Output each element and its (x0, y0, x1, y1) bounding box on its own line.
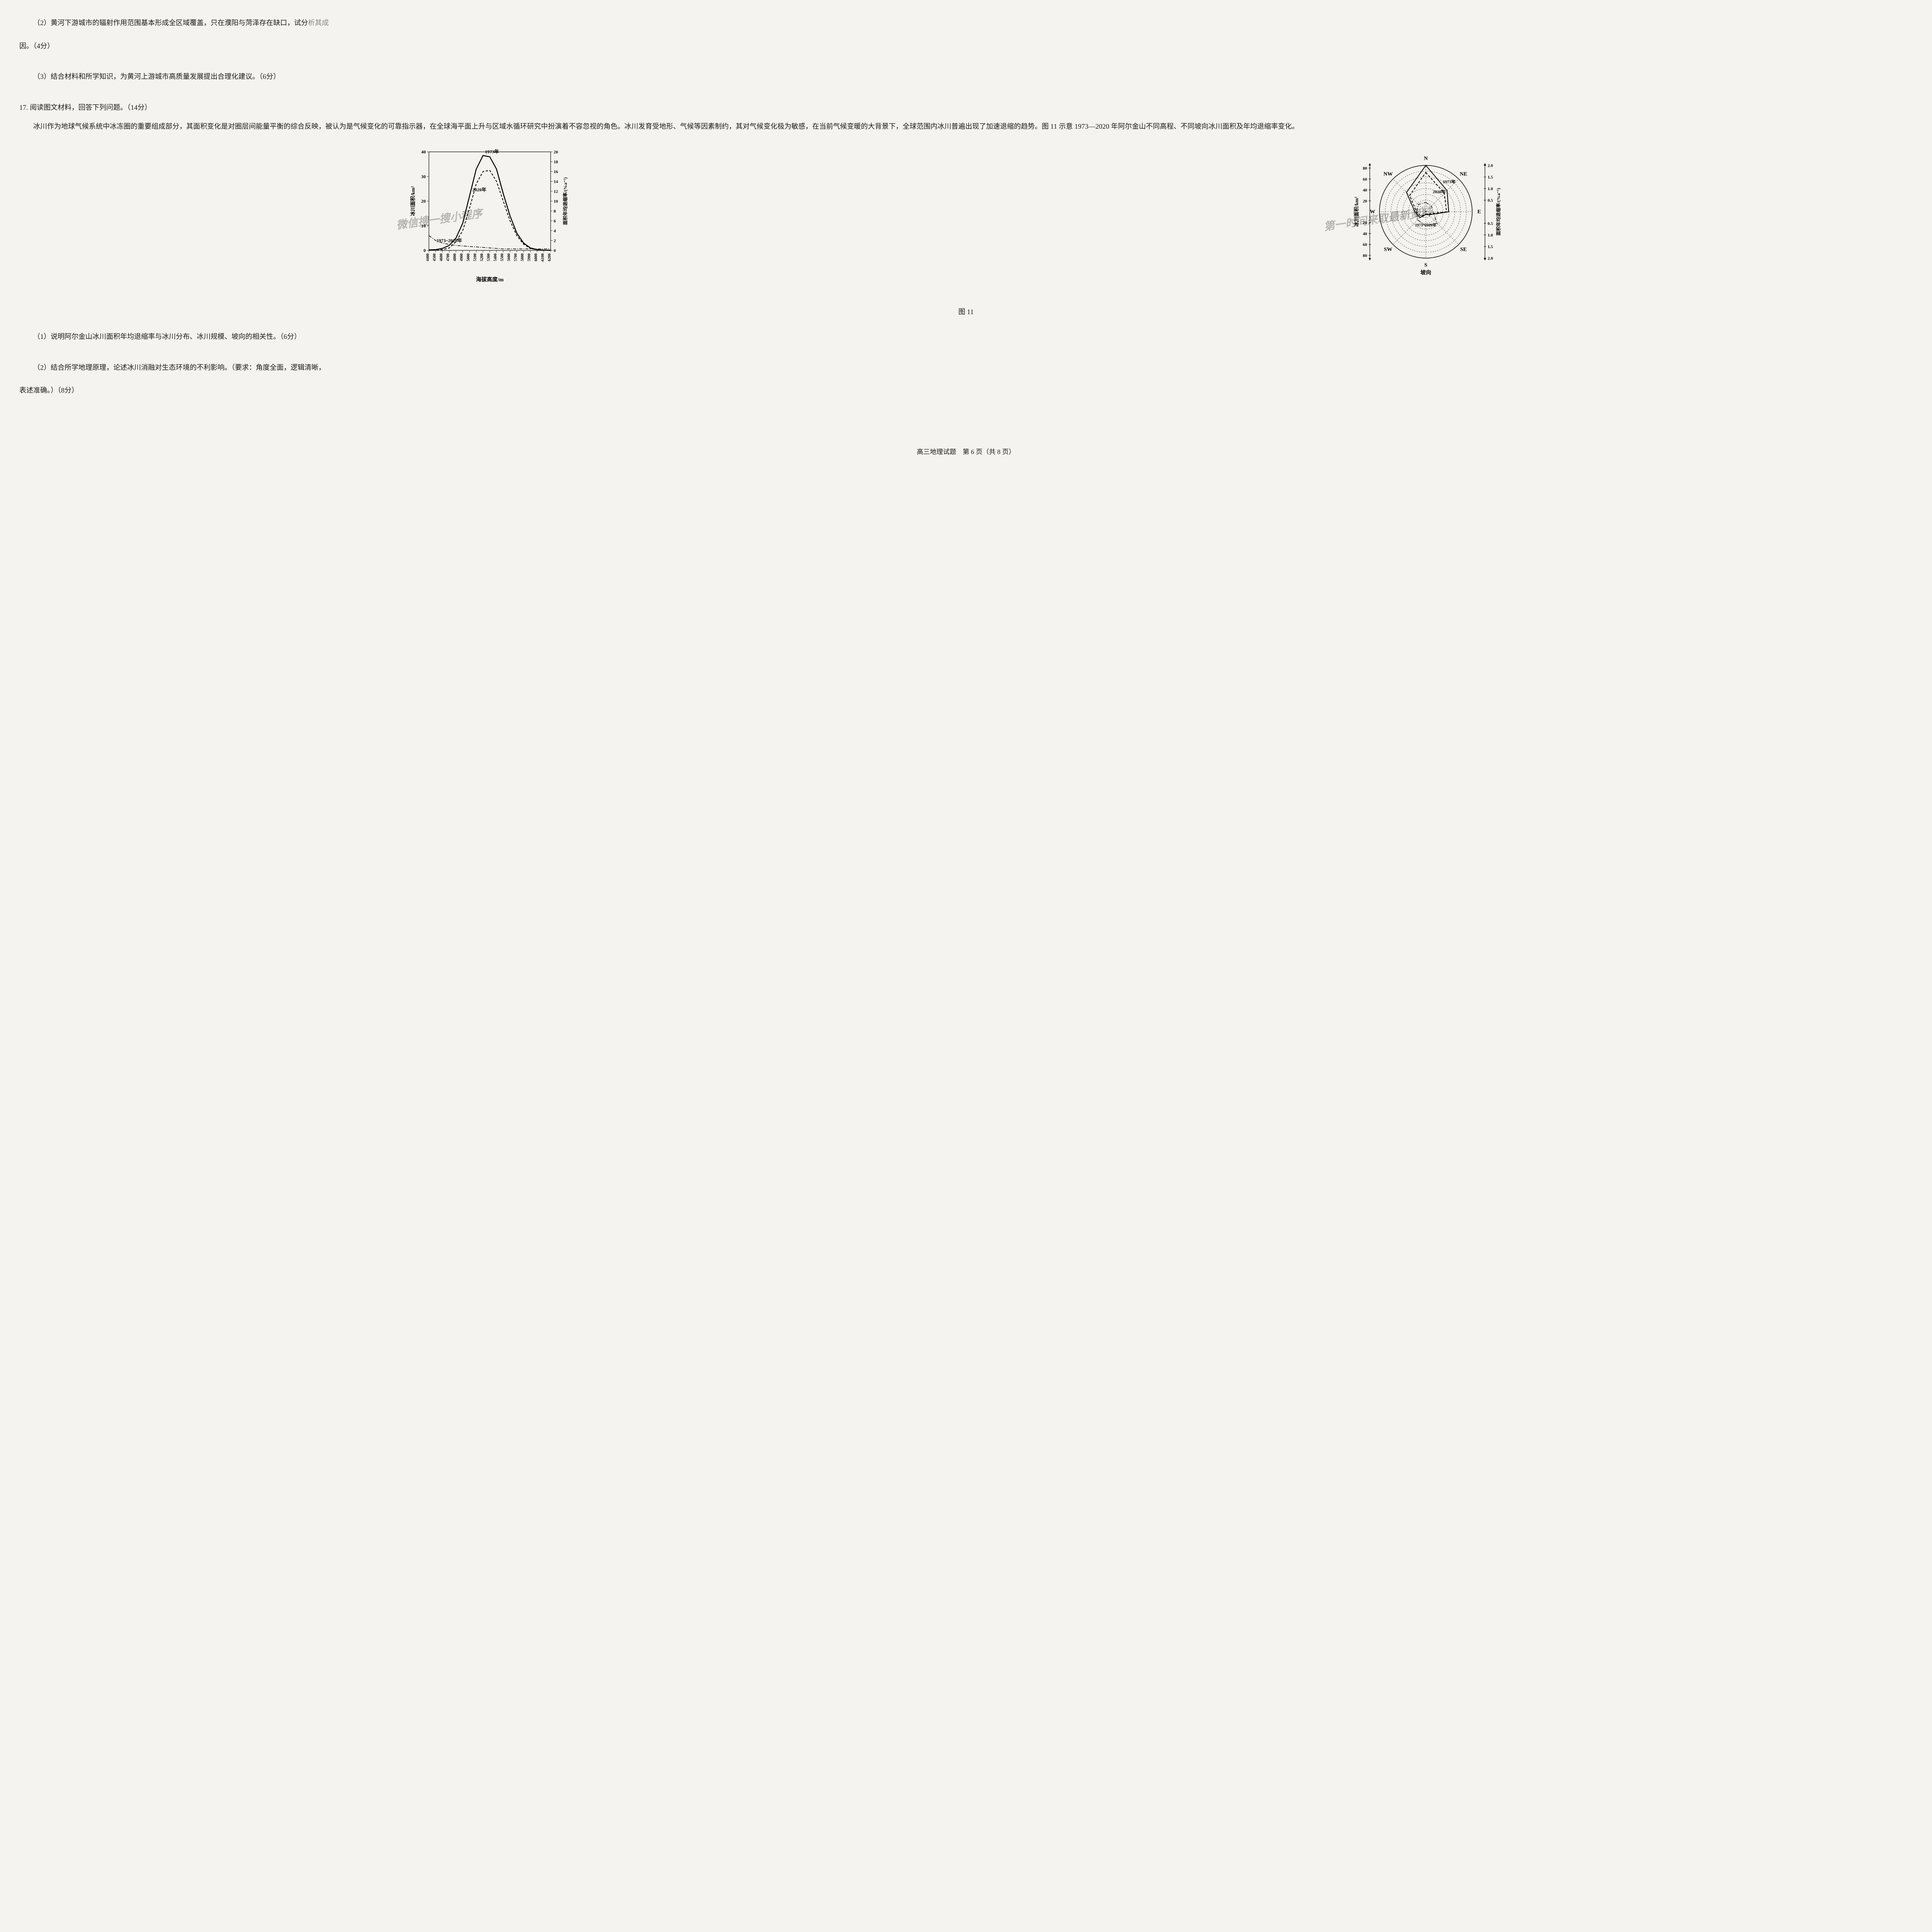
svg-text:2.0: 2.0 (1488, 163, 1493, 168)
svg-text:5000: 5000 (466, 253, 471, 261)
svg-text:60: 60 (1363, 177, 1367, 182)
charts-container: 0 10 20 30 40 0 2 4 6 8 10 12 14 16 18 20 44004500460047… (19, 146, 1913, 299)
svg-text:80: 80 (1363, 166, 1367, 171)
svg-text:5400: 5400 (493, 253, 498, 261)
svg-text:坡向: 坡向 (1420, 269, 1431, 276)
svg-text:5100: 5100 (473, 253, 478, 261)
svg-text:冰川面积/km²: 冰川面积/km² (1354, 197, 1359, 227)
svg-text:40: 40 (1363, 188, 1367, 192)
svg-text:0.5: 0.5 (1488, 198, 1493, 203)
svg-text:8: 8 (554, 209, 556, 214)
q17-sub2-line2: 表述准确。）（8分） (19, 383, 1913, 398)
svg-text:40: 40 (1363, 231, 1367, 236)
svg-text:2: 2 (554, 238, 556, 243)
q3-text: 结合材料和所学知识，为黄河上游城市高质量发展提出合理化建议。（6分） (51, 73, 280, 80)
svg-text:4400: 4400 (426, 253, 430, 261)
svg-text:SE: SE (1460, 247, 1467, 253)
svg-text:4700: 4700 (446, 253, 451, 261)
q17-sub1: （1）说明阿尔金山冰川面积年均退缩率与冰川分布、冰川规模、坡向的相关性。（6分） (19, 329, 1913, 345)
svg-text:0.5: 0.5 (1488, 221, 1493, 226)
svg-text:W: W (1370, 209, 1375, 215)
svg-text:0: 0 (554, 248, 556, 253)
svg-text:1.0: 1.0 (1488, 187, 1493, 191)
svg-text:4600: 4600 (439, 253, 444, 261)
q2-line2: 因。（4分） (19, 39, 1913, 54)
svg-text:面积年均退缩率/(%a⁻¹): 面积年均退缩率/(%a⁻¹) (562, 177, 568, 225)
page-footer: 高三地理试题 第 6 页（共 8 页） (19, 445, 1913, 459)
svg-text:18: 18 (554, 160, 558, 164)
svg-text:4: 4 (554, 229, 556, 233)
svg-text:N: N (1424, 156, 1428, 162)
svg-text:20: 20 (421, 198, 426, 204)
q2-text: 黄河下游城市的辐射作用范围基本形成全区域覆盖，只在濮阳与菏泽存在缺口，试分 (51, 19, 308, 27)
q2-prefix: （2） (33, 19, 51, 27)
q17-sub2: （2）结合所学地理原理，论述冰川消融对生态环境的不利影响。（要求：角度全面，逻辑… (19, 360, 1913, 376)
svg-text:80: 80 (1363, 253, 1367, 258)
q17-sub2-text: 结合所学地理原理，论述冰川消融对生态环境的不利影响。（要求：角度全面，逻辑清晰， (51, 364, 325, 371)
q17-paragraph: 冰川作为地球气候系统中冰冻圈的重要组成部分，其面积变化是对圈层间能量平衡的综合反… (19, 119, 1913, 134)
svg-text:2020年: 2020年 (473, 187, 486, 192)
q17-sub1-text: 说明阿尔金山冰川面积年均退缩率与冰川分布、冰川规模、坡向的相关性。（6分） (51, 333, 301, 340)
svg-text:20: 20 (1363, 221, 1367, 225)
question-2: （2）黄河下游城市的辐射作用范围基本形成全区域覆盖，只在濮阳与菏泽存在缺口，试分… (19, 15, 1913, 31)
aspect-radar-chart: N NE E SE S SW W NW 1973年 2020年 1973~2020年 20 20 40 40… (1347, 146, 1524, 293)
svg-text:6200: 6200 (548, 253, 552, 261)
svg-text:5200: 5200 (480, 253, 484, 261)
svg-text:NE: NE (1460, 171, 1467, 177)
elevation-chart: 0 10 20 30 40 0 2 4 6 8 10 12 14 16 18 20 44004500460047… (408, 146, 570, 293)
q17-sub1-prefix: （1） (33, 333, 51, 340)
q17-sub2-prefix: （2） (33, 364, 51, 371)
svg-text:10: 10 (554, 199, 558, 204)
svg-text:5500: 5500 (500, 253, 505, 261)
svg-text:冰川面积/km²: 冰川面积/km² (410, 186, 416, 216)
svg-text:20: 20 (554, 150, 558, 155)
svg-text:1973年: 1973年 (485, 148, 499, 154)
q17-title: 阅读图文材料，回答下列问题。（14分） (30, 104, 151, 111)
svg-text:5900: 5900 (527, 253, 532, 261)
question-3: （3）结合材料和所学知识，为黄河上游城市高质量发展提出合理化建议。（6分） (19, 69, 1913, 85)
question-17-header: 17. 阅读图文材料，回答下列问题。（14分） (19, 100, 1913, 116)
svg-text:2020年: 2020年 (1433, 189, 1446, 194)
svg-text:1.0: 1.0 (1488, 233, 1493, 238)
svg-text:-6100: -6100 (541, 253, 545, 262)
svg-text:4800: 4800 (453, 253, 457, 261)
svg-text:10: 10 (421, 223, 426, 228)
svg-text:40: 40 (421, 149, 426, 155)
svg-text:14: 14 (554, 179, 558, 184)
svg-text:16: 16 (554, 170, 558, 174)
q3-prefix: （3） (33, 73, 51, 80)
svg-text:面积年均退缩率/(%a⁻¹): 面积年均退缩率/(%a⁻¹) (1495, 188, 1501, 235)
svg-text:30: 30 (421, 174, 426, 179)
svg-text:5600: 5600 (507, 253, 511, 261)
q17-num: 17. (19, 104, 28, 111)
svg-text:NW: NW (1383, 171, 1393, 177)
svg-text:5700: 5700 (514, 253, 518, 261)
right-chart-wrapper: N NE E SE S SW W NW 1973年 2020年 1973~2020年 20 20 40 40… (1347, 146, 1524, 299)
svg-text:1.5: 1.5 (1488, 175, 1493, 180)
svg-text:0: 0 (423, 248, 426, 253)
svg-text:4500: 4500 (433, 253, 437, 261)
svg-text:5300: 5300 (487, 253, 491, 261)
svg-text:6: 6 (554, 219, 556, 223)
svg-text:1973~2020年: 1973~2020年 (437, 237, 462, 243)
svg-text:12: 12 (554, 189, 558, 194)
svg-text:1973年: 1973年 (1443, 179, 1456, 184)
left-chart-wrapper: 0 10 20 30 40 0 2 4 6 8 10 12 14 16 18 20 44004500460047… (408, 146, 570, 299)
q2-faded: 析其成 (308, 19, 329, 27)
svg-text:1.5: 1.5 (1488, 245, 1493, 249)
svg-text:60: 60 (1363, 243, 1367, 247)
svg-text:海拔高度/m: 海拔高度/m (476, 276, 504, 283)
figure-label: 图 11 (19, 304, 1913, 320)
svg-text:1973~2020年: 1973~2020年 (1415, 223, 1436, 228)
svg-text:5800: 5800 (520, 253, 525, 261)
svg-text:4900: 4900 (460, 253, 464, 261)
svg-text:S: S (1424, 262, 1427, 268)
svg-text:6000: 6000 (534, 253, 538, 261)
svg-text:E: E (1477, 209, 1481, 215)
svg-text:20: 20 (1363, 199, 1367, 204)
svg-text:SW: SW (1384, 247, 1393, 253)
svg-text:2.0: 2.0 (1488, 256, 1493, 261)
